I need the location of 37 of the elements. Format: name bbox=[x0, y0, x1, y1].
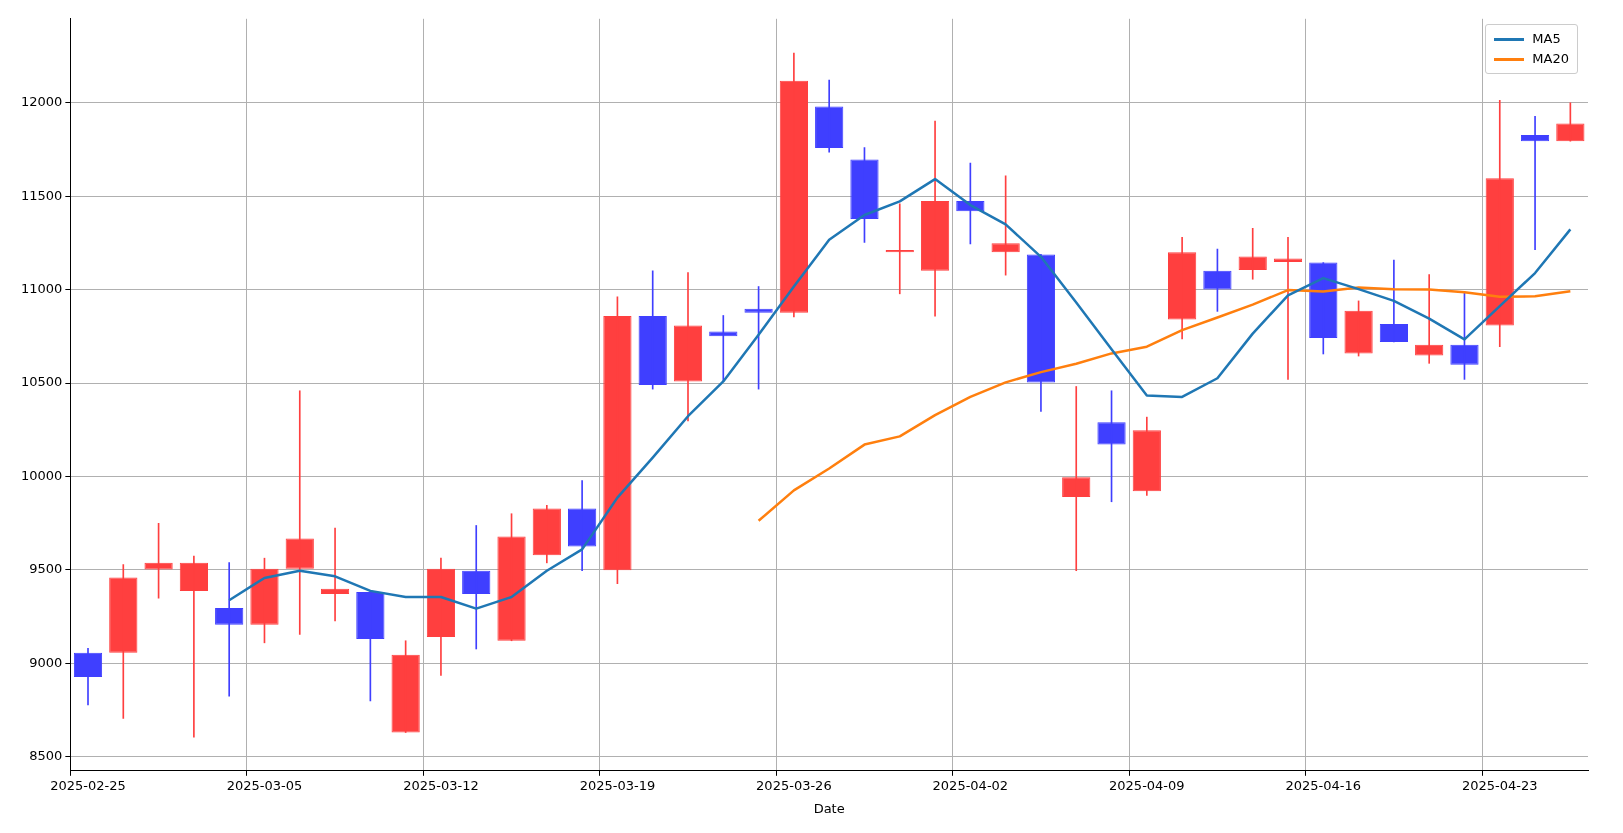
candlestick bbox=[815, 79, 844, 153]
y-tick-label: 10000 bbox=[21, 467, 63, 483]
x-tick-label: 2025-02-25 bbox=[50, 777, 126, 793]
x-axis-title: Date bbox=[813, 800, 845, 816]
candlestick bbox=[920, 120, 950, 317]
y-tick-label: 9000 bbox=[29, 654, 63, 670]
candlestick bbox=[1379, 259, 1408, 343]
candlestick bbox=[179, 555, 208, 738]
candlestick bbox=[109, 564, 138, 719]
x-tick-label: 2025-03-19 bbox=[579, 777, 656, 793]
x-tick-label: 2025-03-12 bbox=[403, 777, 479, 793]
legend-label: MA20 bbox=[1532, 50, 1569, 68]
x-tick-label: 2025-04-16 bbox=[1285, 777, 1362, 793]
x-tick-label: 2025-04-23 bbox=[1461, 777, 1538, 793]
candlestick bbox=[1238, 228, 1267, 280]
candlestick bbox=[638, 270, 667, 390]
legend-label: MA5 bbox=[1532, 30, 1561, 48]
candlestick bbox=[1062, 386, 1091, 572]
y-tick-label: 8500 bbox=[29, 748, 63, 764]
x-tick-label: 2025-04-09 bbox=[1109, 777, 1185, 793]
candlestick bbox=[1168, 236, 1197, 340]
y-tick-label: 12000 bbox=[21, 94, 63, 110]
candlestick bbox=[285, 390, 314, 635]
candlestick bbox=[1132, 416, 1161, 496]
x-tick-label: 2025-03-05 bbox=[226, 777, 303, 793]
candlestick bbox=[73, 648, 103, 706]
candlestick bbox=[673, 272, 703, 422]
y-tick-label: 11000 bbox=[21, 281, 63, 297]
candlestick bbox=[215, 562, 244, 697]
x-tick-label: 2025-03-26 bbox=[756, 777, 832, 793]
candlestick bbox=[532, 504, 561, 564]
y-tick-label: 10500 bbox=[21, 374, 63, 390]
x-tick-label: 2025-04-02 bbox=[932, 777, 1009, 793]
y-tick-label: 9500 bbox=[29, 561, 63, 577]
candlestick bbox=[779, 52, 808, 318]
y-tick-label: 11500 bbox=[21, 187, 63, 203]
candlestick bbox=[462, 525, 491, 650]
